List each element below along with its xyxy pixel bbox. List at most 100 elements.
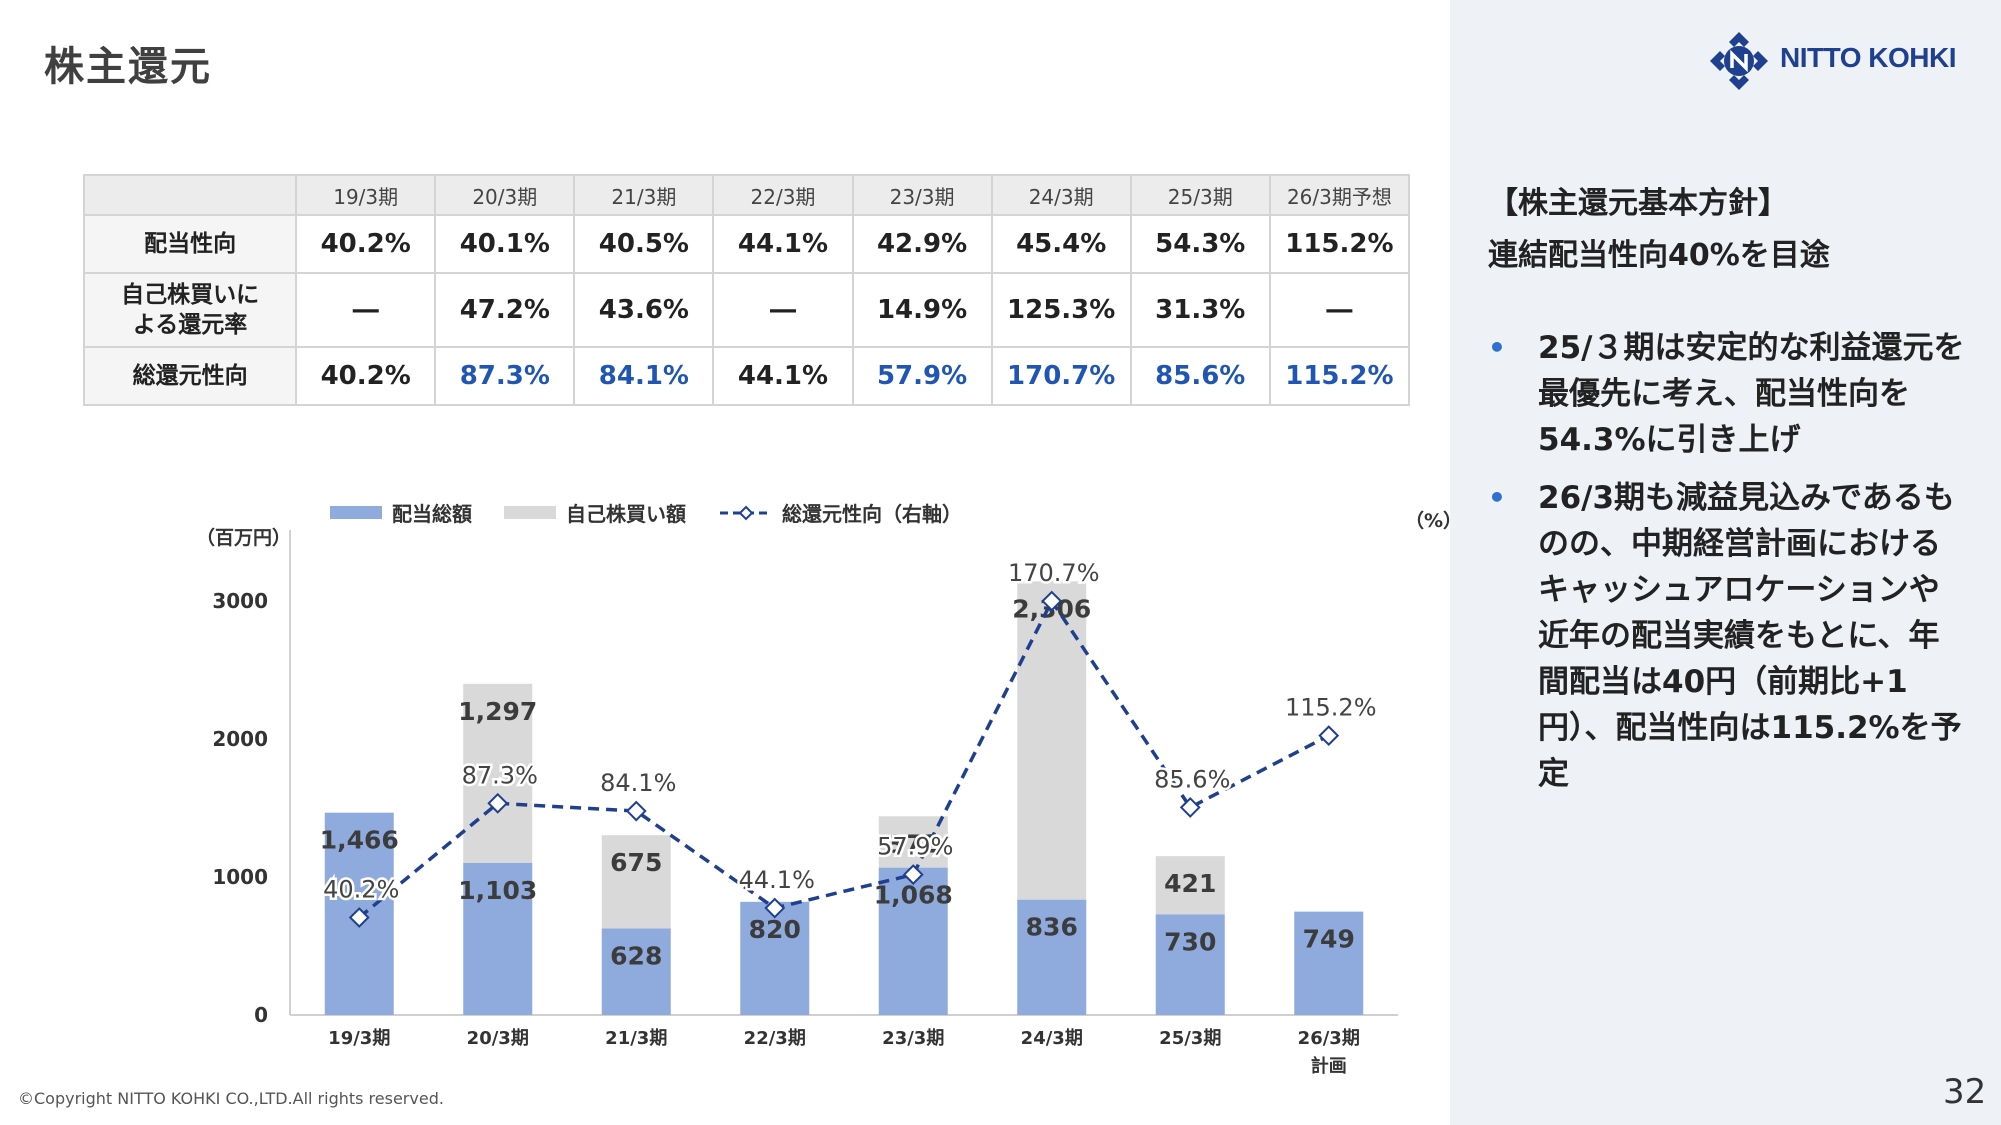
table-cell: 14.9% <box>851 272 993 348</box>
policy-bullets: • 25/３期は安定的な利益還元を最優先に考え、配当性向を54.3%に引き上げ •… <box>1488 325 1968 809</box>
line-point-label: 40.2% <box>323 876 399 904</box>
table-cell: 43.6% <box>573 272 715 348</box>
x-tick-label: 25/3期 <box>1159 1028 1221 1049</box>
legend-item: 総還元性向（右軸） <box>718 498 962 527</box>
table-cell: 40.1% <box>434 214 576 274</box>
line-point-label: 44.1% <box>739 866 815 894</box>
table-header-cell: 25/3期 <box>1129 174 1271 216</box>
row-label-line: 自己株買いに <box>121 282 260 308</box>
bar-buyback <box>1017 581 1087 900</box>
y-tick-label: 2000 <box>212 727 268 751</box>
line-point-label: 115.2% <box>1285 694 1377 722</box>
bar-dividend <box>601 928 671 1015</box>
policy-bullet: • 26/3期も減益見込みであるものの、中期経営計画におけるキャッシュアロケーショ… <box>1488 475 1968 797</box>
bar-label-dividend: 1,466 <box>320 826 399 855</box>
bar-label-buyback: 421 <box>1164 869 1216 898</box>
x-tick-sublabel: 計画 <box>1311 1055 1347 1077</box>
line-point-marker <box>487 792 509 814</box>
line-point-marker <box>1318 725 1340 747</box>
policy-heading-line1: 【株主還元基本方針】 <box>1488 186 1788 221</box>
x-tick-label: 22/3期 <box>744 1028 806 1049</box>
bar-label-dividend: 1,103 <box>458 876 537 905</box>
logo-text: NITTO KOHKI <box>1780 42 1956 73</box>
bullet-dot-icon: • <box>1488 481 1506 514</box>
table-cell: 40.5% <box>573 214 715 274</box>
table-row: 総還元性向 40.2% 87.3% 84.1% 44.1% 57.9% 170.… <box>82 346 1411 406</box>
legend-label: 自己株買い額 <box>566 502 686 526</box>
bar-label-dividend: 628 <box>610 941 662 970</box>
line-point-label: 85.6% <box>1154 765 1230 793</box>
table-header-cell: 21/3期 <box>573 174 715 216</box>
table-cell: 40.2% <box>295 214 437 274</box>
bar-buyback <box>1155 856 1225 915</box>
table-header-cell: 26/3期予想 <box>1268 174 1411 216</box>
table-row: 配当性向 40.2% 40.1% 40.5% 44.1% 42.9% 45.4%… <box>82 214 1411 274</box>
y-tick-label: 1000 <box>212 865 268 889</box>
bar-dividend <box>740 901 810 1015</box>
bar-dividend <box>1294 911 1364 1015</box>
table-cell: 40.2% <box>295 346 437 406</box>
line-total-return <box>358 597 1330 919</box>
policy-bullet-text: 26/3期も減益見込みであるものの、中期経営計画におけるキャッシュアロケーション… <box>1538 480 1962 792</box>
policy-heading: 【株主還元基本方針】 連結配当性向40%を目途 <box>1488 178 1830 282</box>
table-cell: 45.4% <box>990 214 1132 274</box>
bar-label-dividend: 836 <box>1026 913 1078 942</box>
table-cell: 115.2% <box>1268 214 1411 274</box>
bullet-dot-icon: • <box>1488 331 1506 364</box>
bar-dividend <box>1155 914 1225 1015</box>
legend-label: 総還元性向（右軸） <box>782 502 962 526</box>
table-header-cell: 19/3期 <box>295 174 437 216</box>
x-tick-label: 20/3期 <box>467 1028 529 1049</box>
table-header-cell: 20/3期 <box>434 174 576 216</box>
x-tick-label: 26/3期 <box>1298 1028 1360 1049</box>
chart-legend: 配当総額 自己株買い額 総還元性向（右軸） <box>330 498 994 527</box>
x-tick-label: 23/3期 <box>882 1028 944 1049</box>
table-cell: 54.3% <box>1129 214 1271 274</box>
line-point-marker <box>902 864 924 886</box>
bar-buyback <box>463 683 533 863</box>
line-point-marker <box>625 800 647 822</box>
table-cell: 84.1% <box>573 346 715 406</box>
table-header-cell: 22/3期 <box>712 174 854 216</box>
policy-bullet: • 25/３期は安定的な利益還元を最優先に考え、配当性向を54.3%に引き上げ <box>1488 325 1968 463</box>
table-cell: ― <box>712 272 854 348</box>
bar-dividend <box>878 867 948 1015</box>
x-tick-label: 19/3期 <box>328 1028 390 1049</box>
table-cell: 47.2% <box>434 272 576 348</box>
bar-label-buyback: 675 <box>610 848 662 877</box>
policy-heading-line2: 連結配当性向40%を目途 <box>1488 238 1830 273</box>
table-cell: 57.9% <box>851 346 993 406</box>
copyright: ©Copyright NITTO KOHKI CO.,LTD.All right… <box>18 1089 444 1108</box>
page-number: 32 <box>1943 1072 1987 1112</box>
table-cell: 44.1% <box>712 214 854 274</box>
right-panel <box>1450 0 2001 1125</box>
bar-buyback <box>878 816 948 868</box>
bar-label-buyback: 1,297 <box>458 697 537 726</box>
company-logo: NITTO KOHKI <box>1708 30 1968 90</box>
table-cell: 125.3% <box>990 272 1132 348</box>
return-chart: 0 1000 2000 3000 1,466 19/3期 1,103 1,297 20/3期 62… <box>212 530 1398 1077</box>
page-title: 株主還元 <box>44 44 212 90</box>
line-point-marker <box>1179 797 1201 818</box>
line-point-marker <box>1041 590 1063 612</box>
legend-swatch-dividend <box>330 506 382 519</box>
line-point-label: 84.1% <box>600 769 676 797</box>
y-tick-label: 0 <box>254 1003 268 1027</box>
bar-label-dividend: 730 <box>1164 927 1216 956</box>
table-cell: 87.3% <box>434 346 576 406</box>
legend-item: 配当総額 <box>330 498 472 527</box>
table-header-cell: 24/3期 <box>990 174 1132 216</box>
row-label: 配当性向 <box>82 214 298 274</box>
line-point-marker <box>348 907 370 928</box>
y-axis-unit-left: （百万円） <box>196 527 292 549</box>
legend-item: 自己株買い額 <box>504 498 686 527</box>
logo-mark-icon <box>1710 32 1768 90</box>
bar-label-buyback: 372 <box>887 829 939 858</box>
x-tick-label: 24/3期 <box>1021 1028 1083 1049</box>
row-label: 総還元性向 <box>82 346 298 406</box>
line-point-marker <box>764 897 786 919</box>
table-cell: 115.2% <box>1268 346 1411 406</box>
bar-dividend <box>1017 899 1087 1015</box>
bar-label-dividend: 820 <box>749 915 801 944</box>
table-cell: 44.1% <box>712 346 854 406</box>
